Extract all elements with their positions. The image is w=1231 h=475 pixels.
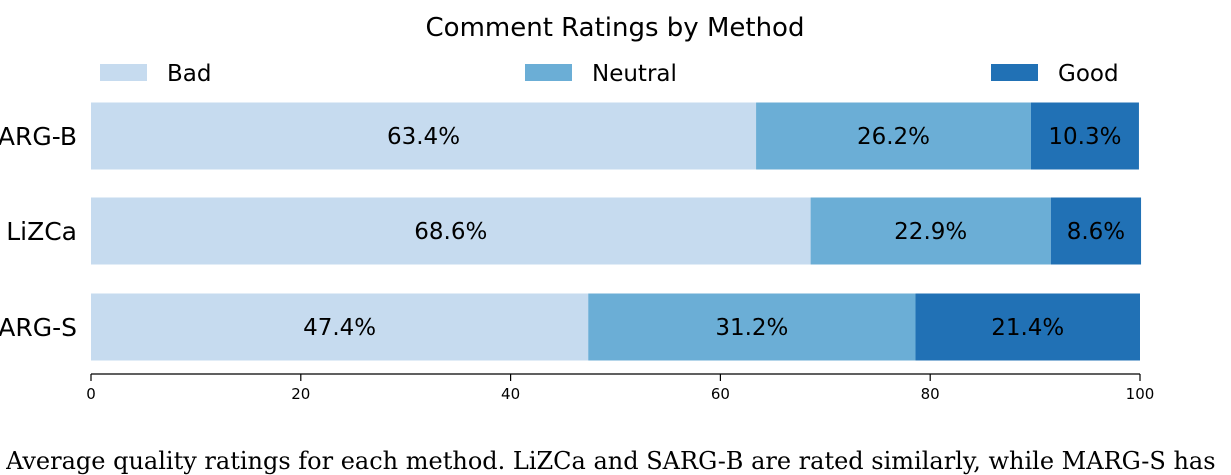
y-label-lizca: LiZCa bbox=[6, 217, 77, 246]
legend-swatch-neutral bbox=[525, 64, 572, 81]
legend: Bad Neutral Good bbox=[100, 61, 1119, 87]
legend-swatch-good bbox=[991, 64, 1038, 81]
stacked-bar-chart: Comment Ratings by Method Bad Neutral Good… bbox=[0, 13, 1155, 403]
data-label-sarg-s-neutral: 31.2% bbox=[715, 315, 788, 341]
legend-label-bad: Bad bbox=[167, 61, 211, 87]
figure-caption: Average quality ratings for each method.… bbox=[6, 447, 1216, 475]
data-label-sarg-b-bad: 63.4% bbox=[387, 124, 460, 150]
x-tick-label-0: 0 bbox=[86, 385, 96, 403]
data-label-lizca-neutral: 22.9% bbox=[894, 219, 967, 245]
bar-lizca-good bbox=[1050, 197, 1142, 265]
bar-sarg-s-neutral bbox=[588, 293, 916, 361]
data-label-sarg-b-neutral: 26.2% bbox=[857, 124, 930, 150]
bar-sarg-b-bad bbox=[91, 102, 757, 170]
legend-label-neutral: Neutral bbox=[592, 61, 677, 87]
y-label-sarg-b: SARG-B bbox=[0, 122, 77, 151]
x-axis: 0 20 40 60 80 100 bbox=[86, 373, 1155, 403]
chart-title: Comment Ratings by Method bbox=[426, 13, 805, 43]
y-axis-labels: SARG-B LiZCa SARG-S bbox=[0, 122, 77, 342]
y-label-sarg-s: SARG-S bbox=[0, 313, 77, 342]
data-label-sarg-s-bad: 47.4% bbox=[303, 315, 376, 341]
legend-label-good: Good bbox=[1058, 61, 1119, 87]
data-label-lizca-bad: 68.6% bbox=[414, 219, 487, 245]
data-label-sarg-s-good: 21.4% bbox=[991, 315, 1064, 341]
bar-sarg-b-neutral bbox=[756, 102, 1031, 170]
data-label-lizca-good: 8.6% bbox=[1067, 219, 1125, 245]
bars-group: 63.4% 26.2% 10.3% 68.6% 22.9% 8.6% 47.4% 31.2% 2… bbox=[91, 102, 1142, 361]
data-label-sarg-b-good: 10.3% bbox=[1048, 124, 1121, 150]
bar-sarg-s-bad bbox=[91, 293, 589, 361]
bar-sarg-s-good bbox=[915, 293, 1140, 361]
legend-swatch-bad bbox=[100, 64, 147, 81]
x-tick-label-60: 60 bbox=[711, 385, 730, 403]
bar-lizca-neutral bbox=[810, 197, 1051, 265]
x-tick-label-20: 20 bbox=[291, 385, 310, 403]
x-tick-label-100: 100 bbox=[1126, 385, 1155, 403]
x-tick-label-40: 40 bbox=[501, 385, 520, 403]
x-tick-label-80: 80 bbox=[921, 385, 940, 403]
bar-lizca-bad bbox=[91, 197, 811, 265]
bar-sarg-b-good bbox=[1030, 102, 1139, 170]
